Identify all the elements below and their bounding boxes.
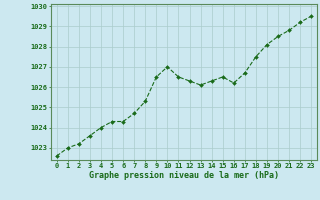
X-axis label: Graphe pression niveau de la mer (hPa): Graphe pression niveau de la mer (hPa) (89, 171, 279, 180)
